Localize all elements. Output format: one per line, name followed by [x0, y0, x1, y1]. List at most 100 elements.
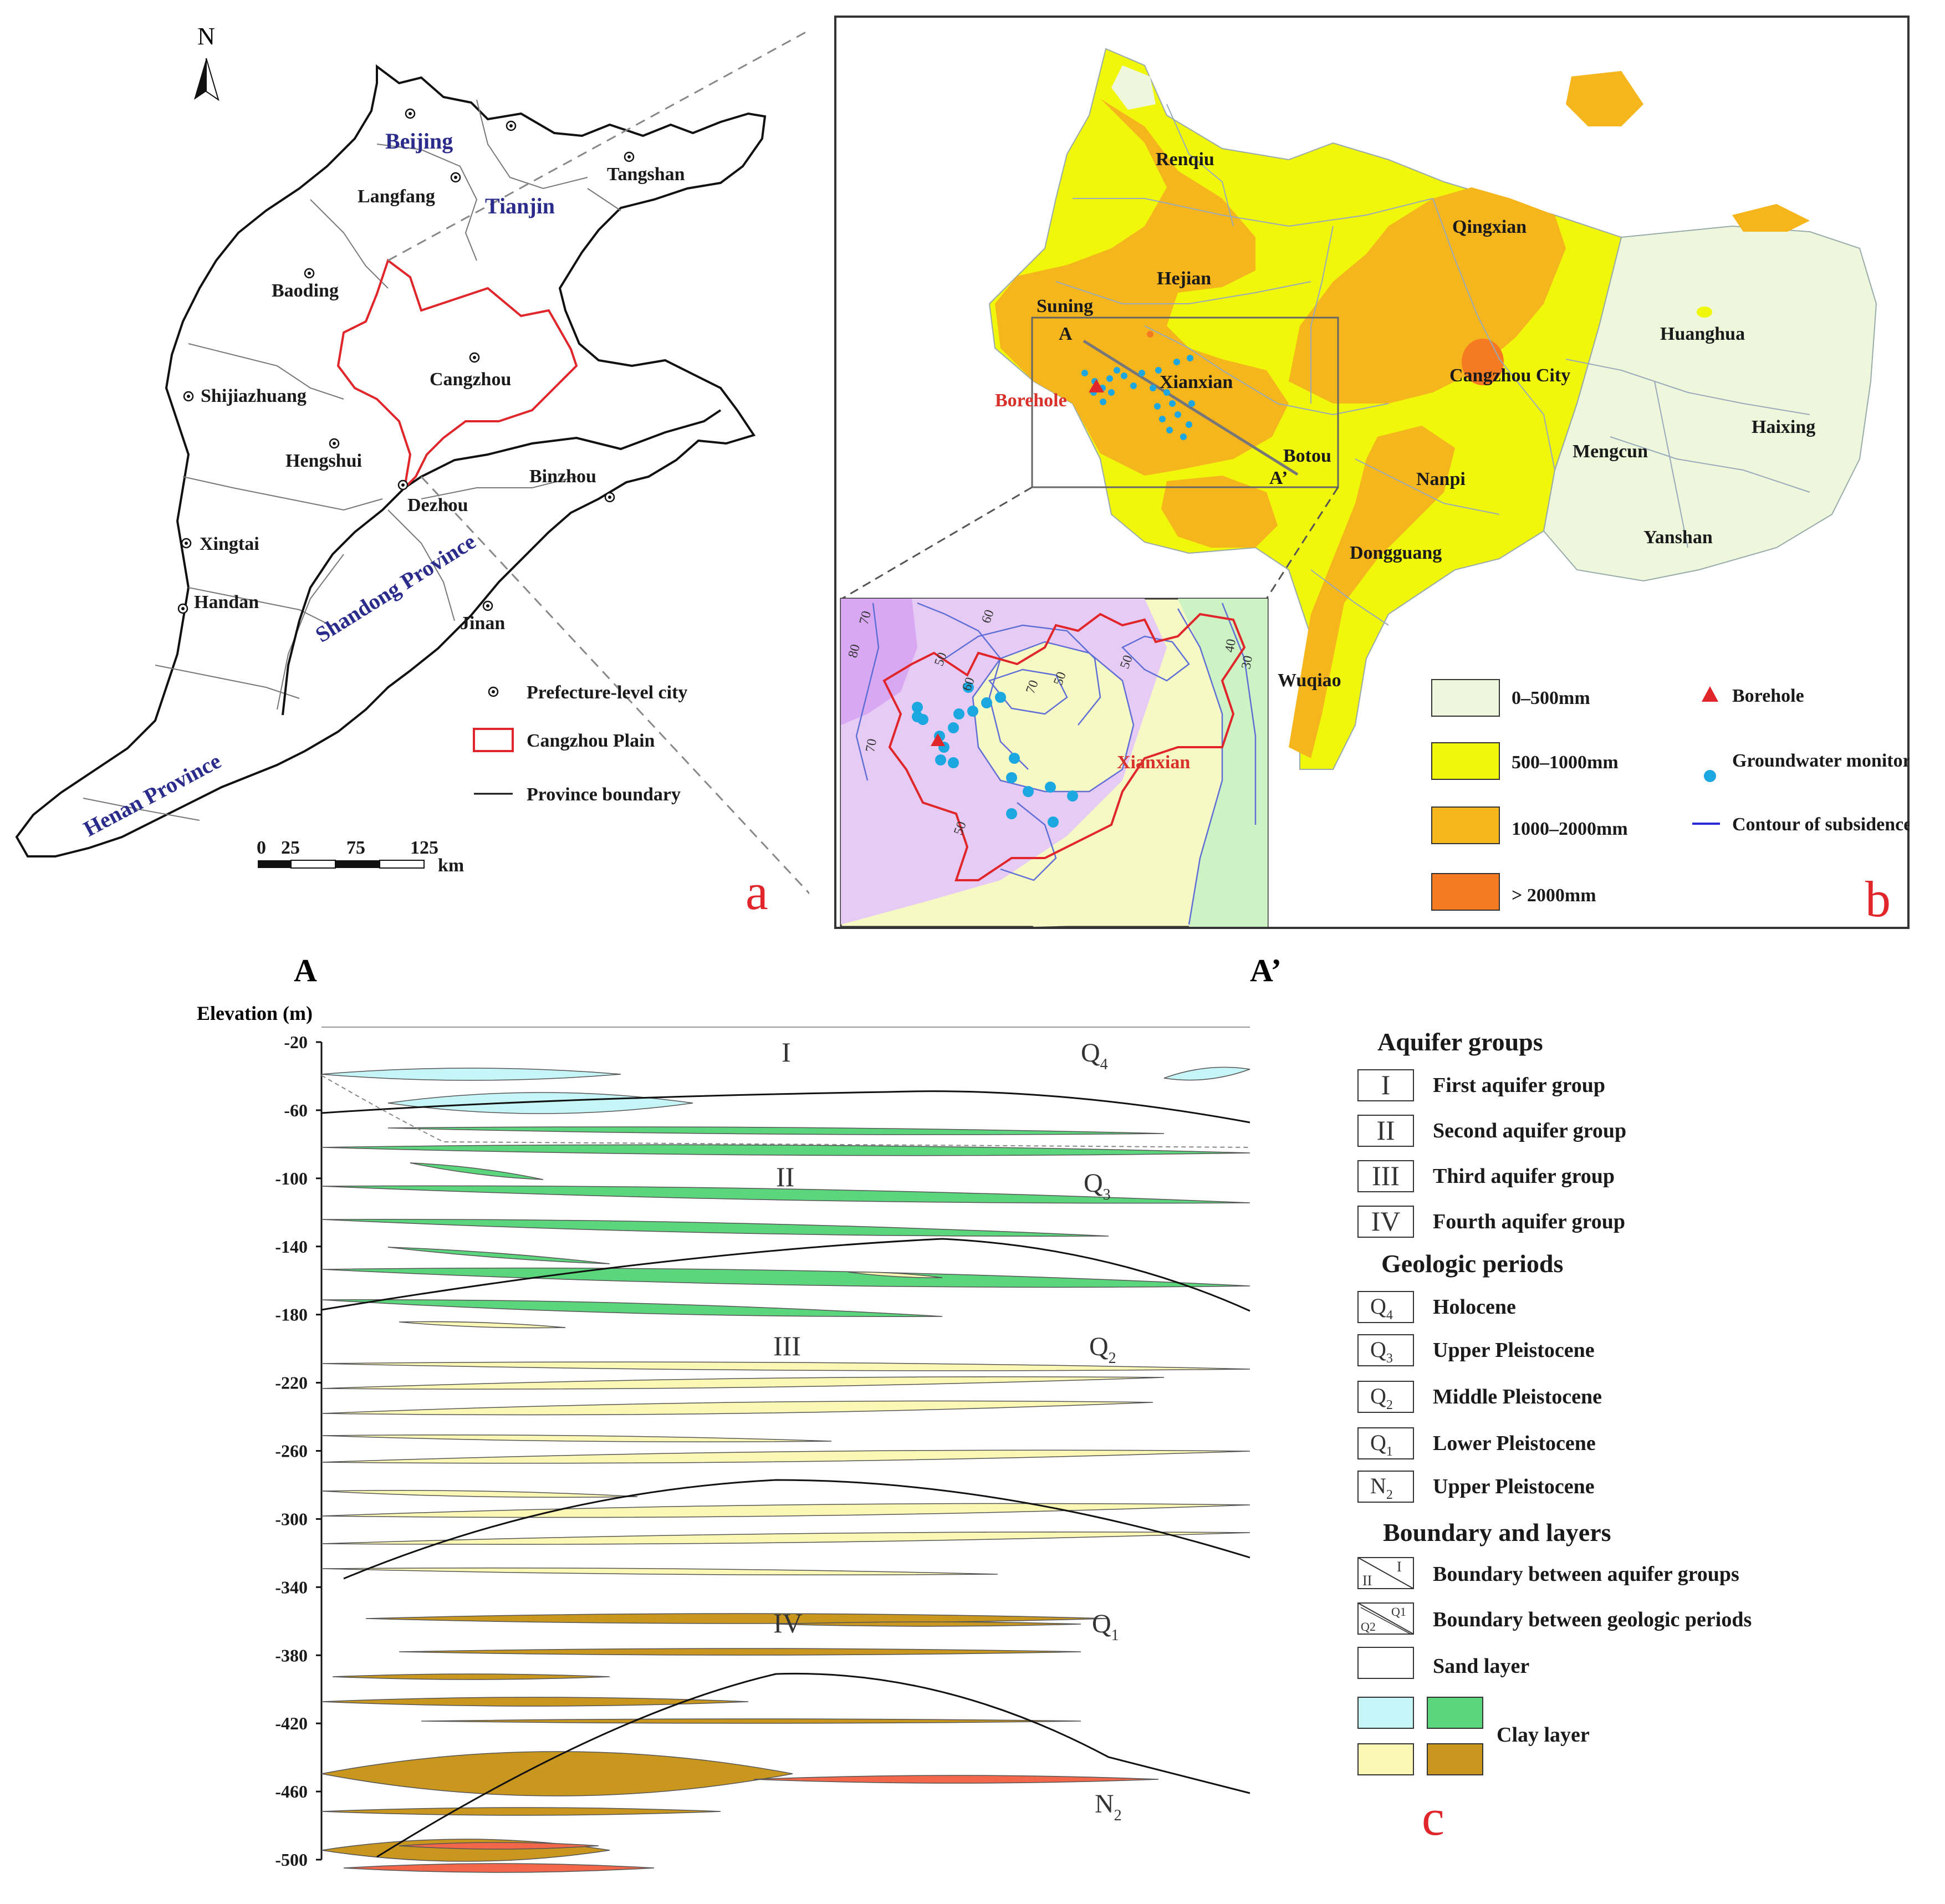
svg-text:First aquifer group: First aquifer group	[1433, 1074, 1605, 1097]
section-start-label: A	[1059, 324, 1073, 344]
panel-a-legend: Prefecture-level city Cangzhou Plain Pro…	[473, 682, 687, 805]
svg-text:Sand layer: Sand layer	[1433, 1655, 1529, 1678]
svg-text:Contour of subsidence rate: Contour of subsidence rate	[1732, 814, 1910, 835]
svg-text:> 2000mm: > 2000mm	[1512, 885, 1596, 906]
prefecture-boundaries	[83, 99, 621, 821]
zone-over-2000	[1462, 339, 1504, 385]
section-c-end-label: A’	[1250, 952, 1282, 988]
svg-text:Prefecture-level city: Prefecture-level city	[527, 682, 687, 703]
section-c-start-label: A	[294, 952, 317, 988]
svg-text:0: 0	[257, 838, 266, 858]
city-label-beijing: Beijing	[385, 129, 453, 154]
svg-text:I: I	[1397, 1559, 1402, 1575]
place-qingxian: Qingxian	[1452, 217, 1527, 237]
clay-lens	[321, 1267, 1250, 1288]
panel-b-subsidence-map: A A’ Borehole Renqiu Qingxian Hejian Sun…	[834, 16, 1945, 929]
svg-text:Q1: Q1	[1370, 1430, 1393, 1459]
svg-text:Clay layer: Clay layer	[1497, 1723, 1590, 1747]
clay-lens	[321, 1697, 749, 1707]
city-label-handan: Handan	[194, 592, 259, 612]
clay-lens	[321, 1361, 1250, 1371]
clay-lens	[410, 1162, 544, 1180]
svg-text:75: 75	[346, 838, 365, 858]
clay-lens	[321, 1299, 943, 1317]
place-renqiu: Renqiu	[1156, 149, 1214, 170]
aquifer-label-i: I	[782, 1037, 791, 1068]
svg-text:Borehole: Borehole	[1732, 686, 1804, 706]
aquifer-label-ii: II	[776, 1161, 794, 1192]
clay-lens	[321, 1751, 793, 1796]
clay-lens	[321, 1219, 1109, 1237]
city-label-jinan: Jinan	[460, 613, 505, 634]
svg-text:125: 125	[410, 838, 438, 858]
period-label-n2: N2	[1095, 1789, 1122, 1824]
group-boundaries	[321, 1075, 1250, 1858]
place-hejian: Hejian	[1157, 268, 1211, 289]
xianxian-inset: Xianxian 80 70 60 50 50 70 60 50 40 30 7…	[840, 598, 1269, 928]
svg-text:Province boundary: Province boundary	[527, 784, 681, 805]
svg-text:Boundary between aquifer group: Boundary between aquifer groups	[1433, 1563, 1739, 1586]
sand-layer-swatch	[1357, 1647, 1414, 1679]
svg-text:Lower Pleistocene: Lower Pleistocene	[1433, 1432, 1596, 1455]
city-label-baoding: Baoding	[272, 280, 339, 301]
clay-lens	[321, 1185, 1250, 1204]
city-label-langfang: Langfang	[358, 186, 435, 207]
svg-text:km: km	[438, 855, 464, 876]
svg-text:70: 70	[863, 738, 880, 753]
place-wuqiao: Wuqiao	[1278, 670, 1341, 691]
north-arrow: N	[194, 23, 219, 101]
svg-text:Q1: Q1	[1391, 1605, 1406, 1619]
clay-swatch-cyan	[1357, 1697, 1414, 1729]
clay-lens	[365, 1613, 1109, 1624]
svg-text:Upper Pleistocene: Upper Pleistocene	[1433, 1339, 1595, 1362]
svg-text:Cangzhou Plain: Cangzhou Plain	[527, 731, 655, 751]
clay-lens	[753, 1775, 1159, 1784]
clay-lens	[321, 1568, 998, 1575]
city-label-binzhou: Binzhou	[529, 466, 596, 487]
svg-text:Groundwater monitoring wells: Groundwater monitoring wells	[1732, 751, 1910, 771]
svg-text:IV: IV	[1371, 1206, 1401, 1237]
study-box	[1031, 317, 1339, 488]
clay-lens	[387, 1092, 693, 1114]
svg-text:Upper Pleistocene: Upper Pleistocene	[1433, 1475, 1595, 1498]
clay-swatch-yellow	[1357, 1743, 1414, 1775]
svg-text:40: 40	[1222, 638, 1239, 654]
province-boundary-line	[282, 409, 722, 716]
panel-b-legend: 0–500mm 500–1000mm 1000–2000mm > 2000mm …	[1431, 679, 1945, 911]
panel-c-legend: Aquifer groups I First aquifer group II …	[1357, 1028, 1752, 1775]
svg-text:Geologic periods: Geologic periods	[1381, 1249, 1563, 1278]
svg-text:Xianxian: Xianxian	[1117, 752, 1190, 773]
city-label-cangzhou: Cangzhou	[430, 369, 511, 390]
clay-lens	[343, 1863, 655, 1873]
y-axis-title: Elevation (m)	[197, 1002, 313, 1024]
section-end-label: A’	[1269, 468, 1288, 488]
period-label-q1: Q1	[1092, 1609, 1119, 1644]
place-mengcun: Mengcun	[1573, 441, 1648, 462]
y-tick-label: -180	[275, 1305, 308, 1325]
city-label-dezhou: Dezhou	[407, 495, 468, 515]
cangzhou-plain-outline	[336, 258, 578, 491]
panel-a-letter: a	[746, 864, 768, 920]
layer-lenses	[321, 1066, 1250, 1873]
place-dongguang: Dongguang	[1350, 543, 1442, 563]
clay-lens	[321, 1490, 638, 1498]
panel-c-letter: c	[1422, 1789, 1444, 1846]
y-tick-label: -260	[275, 1441, 308, 1461]
panel-c-cross-section: A A’ Elevation (m) -20 -60 -100 -140 -180 -22…	[0, 937, 1945, 1901]
period-label-q4: Q4	[1081, 1038, 1108, 1073]
y-tick-label: -420	[275, 1713, 308, 1733]
period-legend-items: Q4 Holocene Q3 Upper Pleistocene Q2 Midd…	[1357, 1291, 1602, 1503]
province-label-henan: Henan Province	[79, 748, 225, 841]
clay-swatch-green	[1427, 1697, 1483, 1729]
groundwater-wells	[1081, 355, 1195, 440]
city-label-tangshan: Tangshan	[607, 164, 685, 185]
place-nanpi: Nanpi	[1416, 469, 1466, 489]
city-label-shijiazhuang: Shijiazhuang	[201, 386, 307, 406]
place-haixing: Haixing	[1752, 417, 1815, 437]
svg-text:Aquifer groups: Aquifer groups	[1377, 1028, 1543, 1056]
svg-text:1000–2000mm: 1000–2000mm	[1512, 819, 1628, 839]
place-botou: Botou	[1283, 446, 1331, 466]
clay-swatch-brown	[1427, 1743, 1483, 1775]
y-tick-label: -100	[275, 1168, 308, 1188]
callout-line-bottom	[420, 476, 835, 921]
